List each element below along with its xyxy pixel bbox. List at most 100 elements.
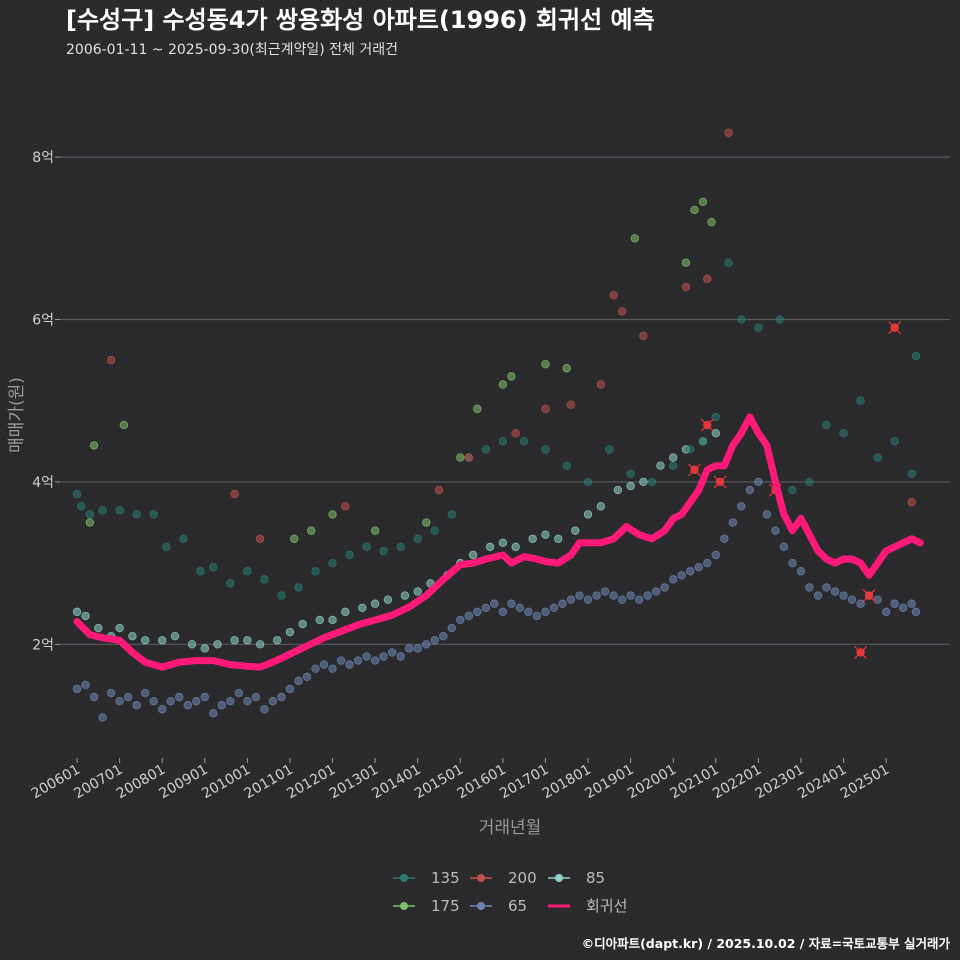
point-135-19 bbox=[362, 542, 371, 552]
point-85-34 bbox=[541, 530, 550, 539]
highlight-cross-2 bbox=[713, 475, 727, 489]
x-axis-label: 거래년월 bbox=[479, 818, 542, 838]
point-175-8 bbox=[456, 453, 465, 462]
point-65-18 bbox=[226, 696, 235, 706]
point-135-9 bbox=[196, 567, 205, 576]
point-65-16 bbox=[209, 709, 218, 718]
y-tick-label-2: 6억 bbox=[32, 313, 54, 329]
point-175-6 bbox=[370, 526, 380, 535]
point-200-2 bbox=[255, 534, 265, 543]
chart-subtitle: 2006-01-11 ~ 2025-09-30(최근계약일) 전체 거래건 bbox=[66, 42, 398, 58]
point-135-46 bbox=[856, 396, 865, 405]
point-135-16 bbox=[311, 567, 320, 576]
point-200-15 bbox=[724, 128, 733, 137]
point-65-43 bbox=[439, 632, 448, 641]
point-85-18 bbox=[315, 615, 324, 625]
point-175-16 bbox=[690, 205, 699, 215]
point-200-13 bbox=[681, 282, 691, 292]
point-65-19 bbox=[234, 688, 244, 698]
point-135-17 bbox=[328, 558, 337, 568]
point-85-6 bbox=[140, 636, 150, 645]
legend-item-4: 65 bbox=[470, 897, 527, 915]
point-175-2 bbox=[119, 420, 129, 430]
point-135-30 bbox=[562, 461, 571, 470]
point-135-4 bbox=[115, 506, 124, 515]
point-65-27 bbox=[302, 672, 312, 682]
highlight-cross-4 bbox=[854, 646, 867, 659]
point-200-0 bbox=[106, 355, 116, 365]
point-65-46 bbox=[464, 611, 474, 621]
legend-label-2: 85 bbox=[586, 869, 605, 887]
point-200-8 bbox=[566, 400, 576, 409]
legend-key-dot-2 bbox=[555, 874, 563, 882]
point-65-68 bbox=[651, 587, 661, 596]
point-65-50 bbox=[498, 607, 508, 617]
point-65-59 bbox=[575, 591, 584, 600]
y-axis-label: 매매가(원) bbox=[7, 377, 27, 453]
point-65-11 bbox=[166, 696, 175, 706]
point-65-66 bbox=[634, 595, 644, 604]
regression-line bbox=[73, 413, 924, 671]
point-175-12 bbox=[541, 359, 550, 369]
point-135-39 bbox=[724, 258, 733, 267]
point-65-30 bbox=[328, 664, 337, 673]
point-85-36 bbox=[571, 526, 580, 535]
point-65-38 bbox=[396, 652, 405, 661]
point-200-1 bbox=[230, 489, 239, 499]
point-175-11 bbox=[507, 372, 516, 381]
point-200-7 bbox=[541, 404, 550, 414]
highlight-cross-6 bbox=[888, 321, 902, 335]
point-65-95 bbox=[881, 607, 891, 617]
point-85-2 bbox=[94, 623, 103, 633]
point-65-99 bbox=[911, 607, 921, 617]
point-65-55 bbox=[541, 607, 550, 617]
point-65-88 bbox=[822, 583, 831, 592]
point-135-5 bbox=[132, 510, 141, 519]
point-65-37 bbox=[387, 648, 397, 657]
point-135-45 bbox=[839, 429, 848, 438]
legend-item-0: 135 bbox=[393, 869, 460, 887]
point-135-22 bbox=[413, 534, 422, 543]
point-85-12 bbox=[230, 636, 239, 645]
point-135-1 bbox=[77, 502, 86, 511]
point-65-48 bbox=[481, 603, 491, 612]
point-85-24 bbox=[400, 591, 410, 600]
point-85-30 bbox=[485, 542, 495, 552]
point-85-33 bbox=[528, 534, 537, 543]
legend-label-5: 회귀선 bbox=[586, 897, 627, 915]
point-175-3 bbox=[290, 534, 299, 543]
point-65-63 bbox=[609, 591, 618, 600]
point-65-75 bbox=[711, 550, 720, 560]
point-200-14 bbox=[703, 274, 712, 284]
point-85-40 bbox=[626, 481, 635, 491]
legend-item-1: 200 bbox=[470, 869, 537, 887]
point-65-96 bbox=[890, 599, 899, 608]
point-65-83 bbox=[779, 542, 789, 552]
legend-label-0: 135 bbox=[431, 869, 460, 887]
legend-key-dot-0 bbox=[400, 874, 408, 882]
point-135-50 bbox=[911, 351, 921, 361]
point-85-7 bbox=[158, 636, 167, 645]
point-135-51 bbox=[788, 485, 797, 495]
legend-key-dot-3 bbox=[400, 902, 408, 910]
point-65-53 bbox=[524, 607, 533, 617]
point-175-7 bbox=[422, 518, 431, 527]
point-65-91 bbox=[847, 595, 857, 604]
point-65-29 bbox=[319, 660, 329, 669]
legend-key-dot-4 bbox=[477, 902, 485, 910]
point-65-24 bbox=[277, 692, 286, 702]
point-65-21 bbox=[251, 692, 261, 702]
point-65-82 bbox=[771, 526, 780, 535]
point-135-49 bbox=[907, 469, 916, 479]
point-135-34 bbox=[647, 477, 657, 487]
point-135-29 bbox=[541, 445, 550, 454]
point-85-4 bbox=[115, 623, 124, 633]
point-65-67 bbox=[643, 591, 652, 600]
point-65-98 bbox=[907, 599, 916, 608]
highlight-cross-0 bbox=[688, 463, 701, 477]
point-65-20 bbox=[243, 696, 252, 706]
point-135-3 bbox=[98, 506, 107, 515]
chart-caption: ©디아파트(dapt.kr) / 2025.10.02 / 자료=국토교통부 실… bbox=[582, 936, 951, 951]
point-65-1 bbox=[81, 680, 90, 690]
